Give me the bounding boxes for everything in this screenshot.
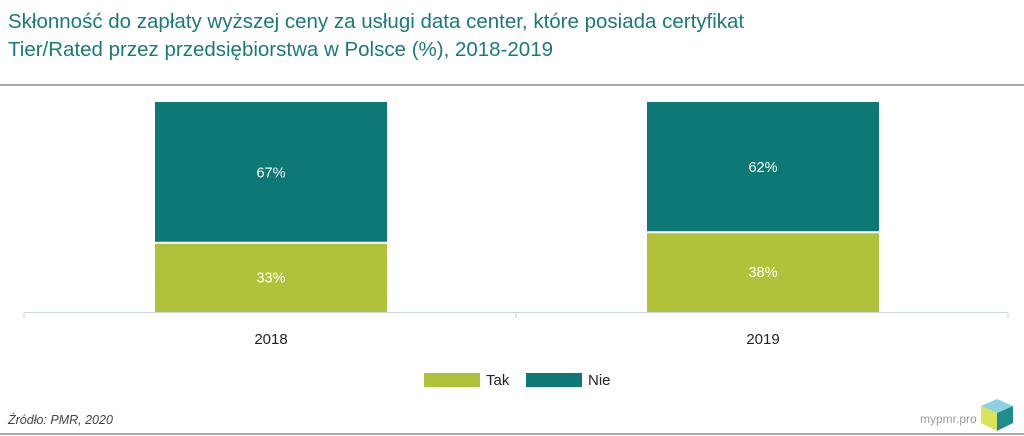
stacked-bar-chart: 33% 67% 38% 62% 2018 2019 Tak Nie (23, 102, 1009, 389)
legend-label-nie: Nie (588, 372, 611, 389)
data-label-nie-2018: 67% (256, 165, 285, 181)
bar-tak-2019 (647, 232, 879, 312)
legend-label-tak: Tak (486, 372, 510, 389)
x-tick-label-2018: 2018 (254, 331, 287, 348)
title-line-2: Tier/Rated przez przedsiębiorstwa w Pols… (8, 38, 554, 61)
legend-swatch-tak (424, 373, 480, 387)
top-divider (0, 84, 1024, 86)
source-note: Źródło: PMR, 2020 (8, 413, 113, 427)
x-tick-label-2019: 2019 (746, 331, 779, 348)
title-line-1: Skłonność do zapłaty wyższej ceny za usł… (8, 10, 745, 33)
data-label-tak-2019: 38% (748, 265, 777, 281)
chart-title: Skłonność do zapłaty wyższej ceny za usł… (8, 8, 1008, 64)
data-label-tak-2018: 33% (256, 270, 285, 286)
bar-tak-2018 (155, 242, 387, 312)
legend-swatch-nie (526, 373, 582, 387)
bar-nie-2018 (155, 102, 387, 243)
bottom-divider (0, 433, 1024, 435)
bar-nie-2019 (647, 102, 879, 233)
data-label-nie-2019: 62% (748, 160, 777, 176)
brand-text: mypmr.pro (920, 412, 977, 426)
pmr-cube-logo-icon (981, 399, 1013, 431)
